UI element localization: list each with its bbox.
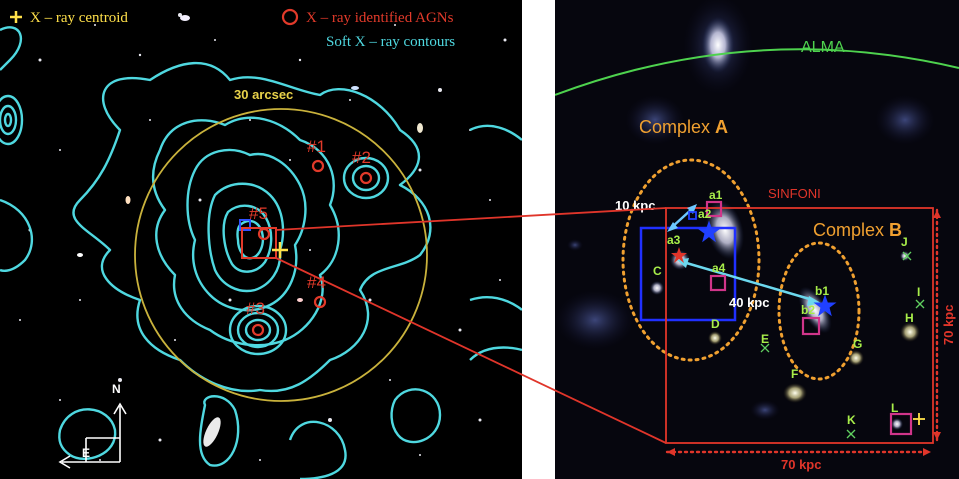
blue-star-markers (697, 220, 837, 317)
scale-70-vertical: 70 kpc (941, 305, 956, 345)
red-star-marker (671, 247, 687, 263)
source-label-a2: a2 (698, 207, 712, 221)
zoom-svg: ALMA Complex A Complex B SINFONI 70 kpc … (555, 0, 959, 479)
agn-label-3: #3 (246, 299, 265, 318)
source-label-b2: b2 (801, 303, 815, 317)
sinfoni-label: SINFONI (768, 186, 821, 201)
xray-contour-svg: 30 arcsec #1 #2 #3 #4 #5 (0, 8, 522, 479)
source-label-a3: a3 (667, 233, 681, 247)
legend-agn-label: X – ray identified AGNs (306, 10, 454, 26)
xray-contour-image: 30 arcsec #1 #2 #3 #4 #5 (0, 0, 522, 479)
source-label-a4: a4 (712, 261, 726, 275)
source-label-j: J (901, 235, 908, 249)
source-label-d: D (711, 317, 720, 331)
compass (58, 402, 127, 469)
alma-label: ALMA (801, 39, 845, 56)
legend-centroid-label: X – ray centroid (30, 10, 128, 26)
zoom-image: ALMA Complex A Complex B SINFONI 70 kpc … (555, 0, 959, 479)
agn-label-2: #2 (352, 148, 371, 167)
l-plus-marker (913, 413, 925, 425)
source-label-k: K (847, 413, 856, 427)
alma-field-arc (555, 48, 959, 96)
complex-b-ellipse (777, 241, 861, 381)
thirty-arcsec-label: 30 arcsec (234, 87, 293, 102)
source-label-b1: b1 (815, 284, 829, 298)
legend-centroid: X – ray centroid (10, 10, 128, 26)
xray-centroid-cross (272, 242, 288, 258)
legend-agn: X – ray identified AGNs (281, 8, 454, 26)
source-label-e: E (761, 332, 769, 346)
agn-label-1: #1 (307, 137, 326, 156)
source-label-f: F (791, 367, 798, 381)
legend-contours-label: Soft X – ray contours (326, 34, 455, 50)
complex-b-label: Complex B (813, 220, 902, 240)
source-label-a1: a1 (709, 188, 723, 202)
agn-label-4: #4 (307, 273, 326, 292)
legend-agn-icon (281, 8, 299, 26)
source-label-c: C (653, 264, 662, 278)
agn-label-5: #5 (249, 204, 268, 223)
complex-a-label: Complex A (639, 117, 728, 137)
scale-70-horizontal: 70 kpc (781, 457, 821, 472)
green-cross-markers (760, 251, 925, 439)
sinfoni-box-left (241, 227, 277, 259)
source-label-h: H (905, 311, 914, 325)
blue-square-small (688, 211, 697, 220)
blue-square-marker (239, 219, 251, 231)
source-label-l: L (891, 401, 898, 415)
source-label-g: G (853, 337, 862, 351)
source-label-i: I (917, 285, 920, 299)
compass-east: E (82, 446, 90, 460)
scale-10-label: 10 kpc (615, 198, 655, 213)
magenta-square-markers (705, 200, 913, 436)
compass-north: N (112, 382, 121, 396)
scale-40-arrow (682, 260, 814, 302)
scale-40-label: 40 kpc (729, 295, 769, 310)
